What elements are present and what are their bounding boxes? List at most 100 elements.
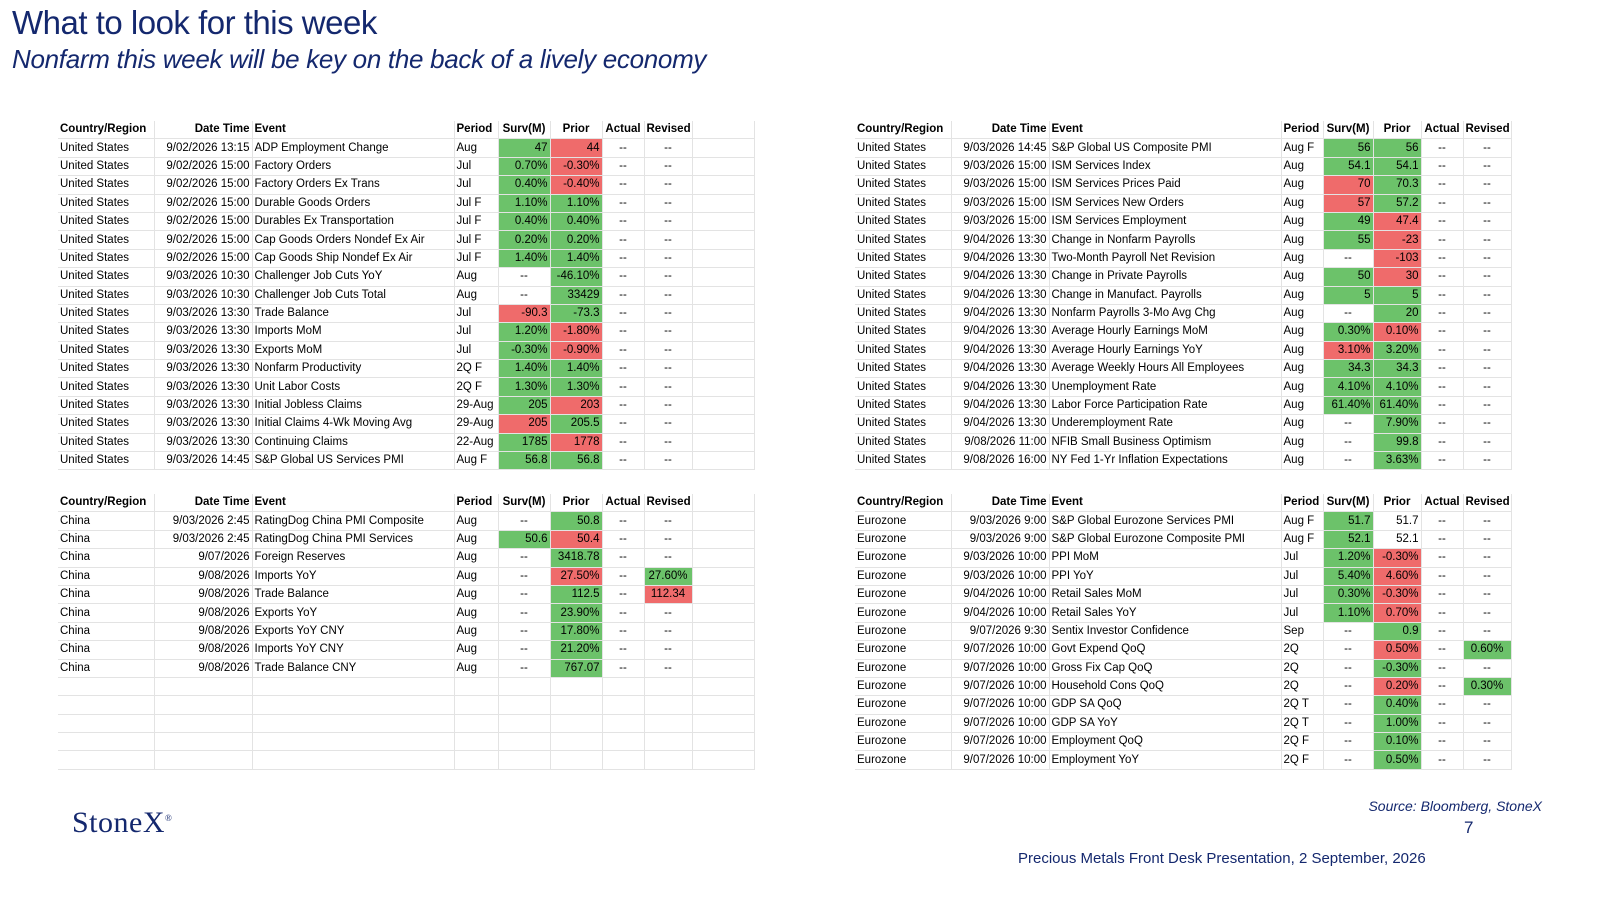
cell-actual: -- — [1421, 396, 1464, 416]
cell-revised: -- — [644, 530, 693, 550]
cell-period: Jul — [1281, 585, 1324, 605]
cell-event: Underemployment Rate — [1049, 414, 1282, 434]
cell-revised: -- — [644, 212, 693, 232]
cell-country: Eurozone — [855, 585, 952, 605]
cell-country: Eurozone — [855, 511, 952, 531]
cell-actual: -- — [1421, 622, 1464, 642]
cell-revised: -- — [644, 249, 693, 269]
cell-event: ISM Services Prices Paid — [1049, 175, 1282, 195]
cell-prior: 205.5 — [550, 414, 603, 434]
cell-period: Jul — [1281, 567, 1324, 586]
cell-country: United States — [58, 322, 155, 342]
cell-survey: -- — [498, 511, 551, 531]
cell-datetime: 9/03/2026 13:30 — [154, 396, 253, 416]
header-prior: Prior — [1373, 494, 1422, 513]
cell-revised: -- — [1463, 249, 1512, 269]
cell-period: Jul — [1281, 603, 1324, 623]
cell-prior: -0.30% — [1373, 548, 1422, 568]
cell-survey — [498, 677, 551, 697]
cell-datetime: 9/03/2026 15:00 — [951, 157, 1050, 177]
cell-survey: -- — [1323, 433, 1374, 453]
cell-actual: -- — [602, 396, 645, 416]
cell-event — [252, 695, 455, 715]
cell-event: NFIB Small Business Optimism — [1049, 433, 1282, 453]
cell-actual: -- — [602, 511, 645, 531]
cell-prior: 0.40% — [550, 212, 603, 232]
cell-country: Eurozone — [855, 732, 952, 752]
cell-period: Aug — [1281, 414, 1324, 434]
cell-empty — [692, 359, 755, 379]
cell-survey: -- — [1323, 622, 1374, 642]
cell-survey: -0.30% — [498, 341, 551, 361]
cell-datetime: 9/03/2026 2:45 — [154, 530, 253, 550]
cell-country: United States — [855, 451, 952, 471]
table-row: United States 9/03/2026 13:30 Trade Balanc… — [58, 304, 755, 324]
cell-actual: -- — [1421, 212, 1464, 232]
cell-revised: -- — [1463, 396, 1512, 416]
cell-event: ISM Services Index — [1049, 157, 1282, 177]
cell-period: Aug — [454, 138, 499, 158]
cell-survey: -- — [498, 567, 551, 586]
cell-prior: 1778 — [550, 433, 603, 453]
stonex-logo: StoneX® — [72, 806, 173, 839]
cell-actual: -- — [1421, 677, 1464, 697]
cell-revised: -- — [644, 286, 693, 305]
cell-prior — [550, 695, 603, 715]
cell-event: PPI YoY — [1049, 567, 1282, 586]
table-row: Eurozone 9/03/2026 10:00 PPI YoY Jul 5.40% 4.… — [855, 567, 1512, 586]
cell-period: Jul — [1281, 548, 1324, 568]
cell-actual: -- — [602, 322, 645, 342]
cell-survey: 52.1 — [1323, 530, 1374, 550]
cell-actual: -- — [602, 585, 645, 605]
cell-survey: 61.40% — [1323, 396, 1374, 416]
cell-country: United States — [58, 267, 155, 287]
cell-prior: 1.40% — [550, 249, 603, 269]
cell-period: Aug — [1281, 249, 1324, 269]
cell-event: S&P Global Eurozone Services PMI — [1049, 511, 1282, 531]
table-row: United States 9/03/2026 13:30 Exports MoM J… — [58, 341, 755, 361]
cell-prior: 33429 — [550, 286, 603, 305]
cell-event: RatingDog China PMI Services — [252, 530, 455, 550]
header-event: Event — [1049, 121, 1282, 140]
cell-country: China — [58, 640, 155, 660]
cell-revised — [644, 732, 693, 752]
cell-datetime: 9/04/2026 13:30 — [951, 267, 1050, 287]
cell-country: United States — [58, 451, 155, 471]
cell-empty — [692, 377, 755, 397]
cell-actual: -- — [602, 286, 645, 305]
cell-empty — [692, 249, 755, 269]
cell-revised: -- — [644, 341, 693, 361]
cell-country: United States — [855, 377, 952, 397]
table-row: Eurozone 9/07/2026 10:00 Household Cons Qo… — [855, 677, 1512, 697]
cell-period: Jul — [454, 341, 499, 361]
table-row: United States 9/03/2026 13:30 Nonfarm Prod… — [58, 359, 755, 379]
cell-datetime: 9/03/2026 13:30 — [154, 304, 253, 324]
cell-actual: -- — [1421, 640, 1464, 660]
cell-revised: 0.60% — [1463, 640, 1512, 660]
table-row: United States 9/04/2026 13:30 Average Week… — [855, 359, 1512, 379]
cell-empty — [692, 603, 755, 623]
cell-survey: -- — [1323, 695, 1374, 715]
cell-period: Aug — [454, 659, 499, 678]
cell-datetime: 9/08/2026 — [154, 567, 253, 586]
cell-country: Eurozone — [855, 714, 952, 734]
header-revised: Revised — [1463, 121, 1512, 140]
header-country: Country/Region — [58, 121, 155, 140]
cell-datetime: 9/04/2026 13:30 — [951, 304, 1050, 324]
cell-prior: 30 — [1373, 267, 1422, 287]
cell-event: Durables Ex Transportation — [252, 212, 455, 232]
cell-survey: 5 — [1323, 286, 1374, 305]
cell-datetime: 9/04/2026 10:00 — [951, 603, 1050, 623]
cell-period: Aug — [454, 622, 499, 642]
cell-period: 2Q — [1281, 640, 1324, 660]
header-period: Period — [454, 121, 499, 140]
cell-event: Exports MoM — [252, 341, 455, 361]
cell-actual: -- — [602, 138, 645, 158]
header-empty — [692, 494, 755, 513]
cell-datetime: 9/04/2026 13:30 — [951, 377, 1050, 397]
cell-event: Employment YoY — [1049, 750, 1282, 770]
cell-revised: -- — [1463, 603, 1512, 623]
table-header-row: Country/Region Date Time Event Period Surv(M… — [58, 121, 755, 140]
cell-prior: 47.4 — [1373, 212, 1422, 232]
cell-revised: -- — [1463, 567, 1512, 586]
